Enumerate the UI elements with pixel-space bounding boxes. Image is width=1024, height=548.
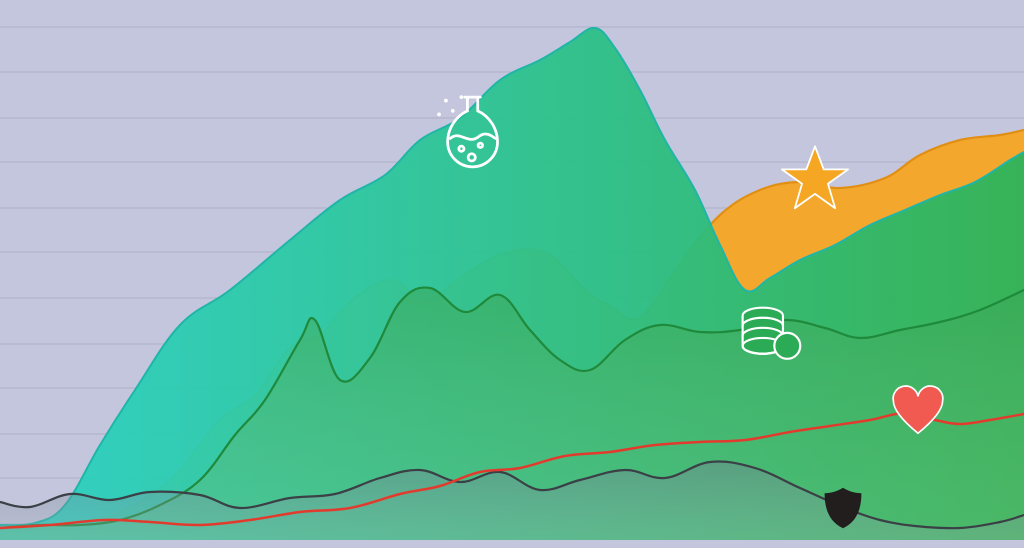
chart-canvas <box>0 0 1024 548</box>
area-chart <box>0 0 1024 548</box>
